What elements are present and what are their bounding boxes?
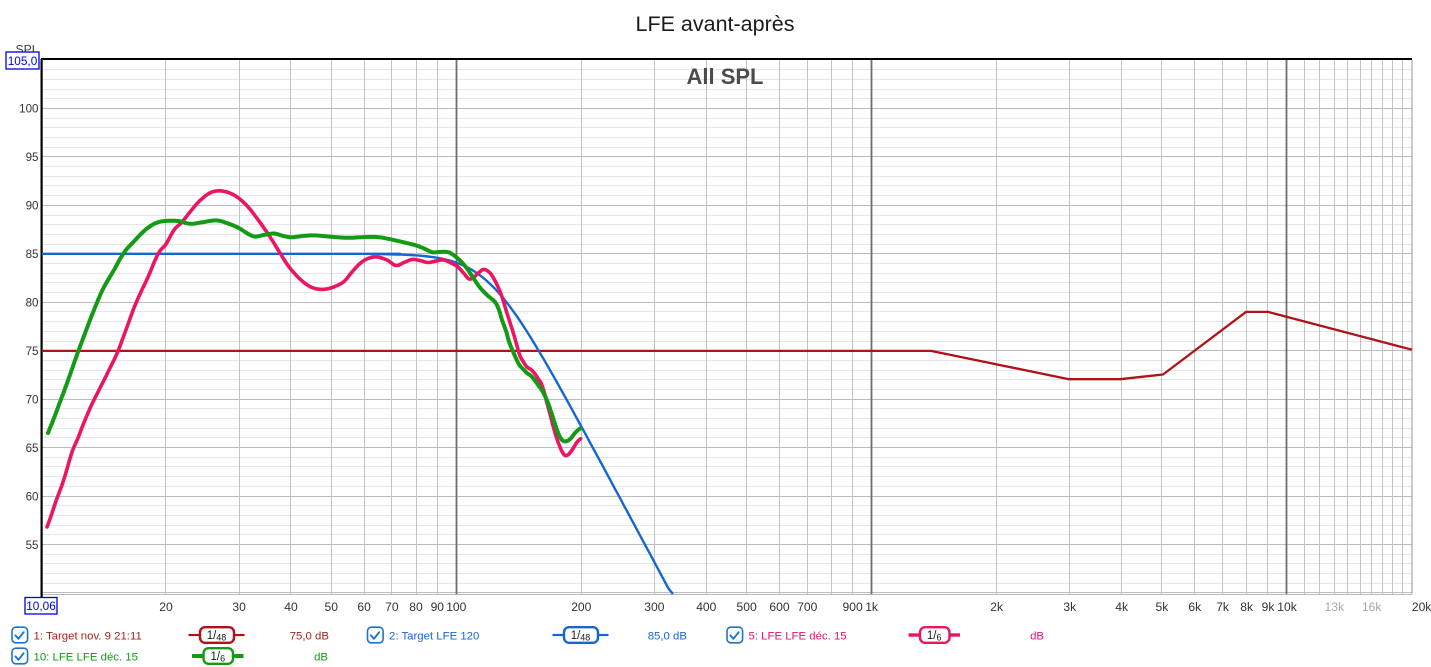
svg-text:105,0: 105,0 [8,54,38,68]
svg-text:80: 80 [409,600,423,614]
svg-text:70: 70 [26,393,39,406]
svg-text:1/6: 1/6 [927,630,942,643]
svg-text:dB: dB [314,651,328,663]
svg-text:55: 55 [26,539,39,552]
svg-text:200: 200 [571,600,591,614]
svg-text:60: 60 [357,600,371,614]
svg-text:90: 90 [26,200,39,213]
svg-text:75,0 dB: 75,0 dB [290,630,329,642]
svg-text:LFE avant-après: LFE avant-après [636,12,795,36]
svg-text:2: Target LFE 120: 2: Target LFE 120 [389,630,479,642]
svg-text:90: 90 [431,600,445,614]
svg-text:600: 600 [769,600,789,614]
svg-text:dB: dB [1030,630,1044,642]
svg-text:400: 400 [696,600,716,614]
svg-text:3k: 3k [1063,600,1077,614]
svg-text:16k: 16k [1362,600,1382,614]
svg-text:95: 95 [26,151,39,164]
svg-text:900: 900 [843,600,863,614]
svg-text:60: 60 [26,490,39,503]
svg-text:1/48: 1/48 [207,630,227,643]
svg-text:100: 100 [19,103,38,116]
svg-text:80: 80 [26,297,39,310]
svg-text:100: 100 [446,600,466,614]
svg-text:1/48: 1/48 [571,630,591,643]
svg-text:85,0 dB: 85,0 dB [648,630,687,642]
svg-text:75: 75 [26,345,39,358]
svg-text:20: 20 [159,600,173,614]
svg-text:All SPL: All SPL [686,64,763,89]
svg-text:85: 85 [26,248,39,261]
svg-text:500: 500 [737,600,757,614]
svg-text:10,06: 10,06 [26,599,56,613]
svg-text:9k: 9k [1262,600,1276,614]
svg-text:20kHz: 20kHz [1412,600,1431,614]
svg-text:7k: 7k [1216,600,1230,614]
svg-text:30: 30 [232,600,246,614]
svg-text:8k: 8k [1240,600,1254,614]
svg-text:13k: 13k [1325,600,1345,614]
svg-text:4k: 4k [1115,600,1129,614]
svg-text:5k: 5k [1156,600,1170,614]
svg-text:6k: 6k [1188,600,1202,614]
svg-text:70: 70 [385,600,399,614]
svg-text:5: LFE LFE déc. 15: 5: LFE LFE déc. 15 [749,630,847,642]
svg-text:40: 40 [284,600,298,614]
svg-text:1: Target nov. 9 21:11: 1: Target nov. 9 21:11 [34,630,142,642]
svg-text:50: 50 [324,600,338,614]
svg-text:1/6: 1/6 [210,651,225,664]
svg-text:300: 300 [644,600,664,614]
svg-text:10k: 10k [1277,600,1297,614]
svg-text:2k: 2k [990,600,1004,614]
svg-text:10: LFE LFE déc. 15: 10: LFE LFE déc. 15 [34,651,138,663]
svg-text:65: 65 [26,442,39,455]
svg-text:700: 700 [797,600,817,614]
svg-text:1k: 1k [865,600,879,614]
